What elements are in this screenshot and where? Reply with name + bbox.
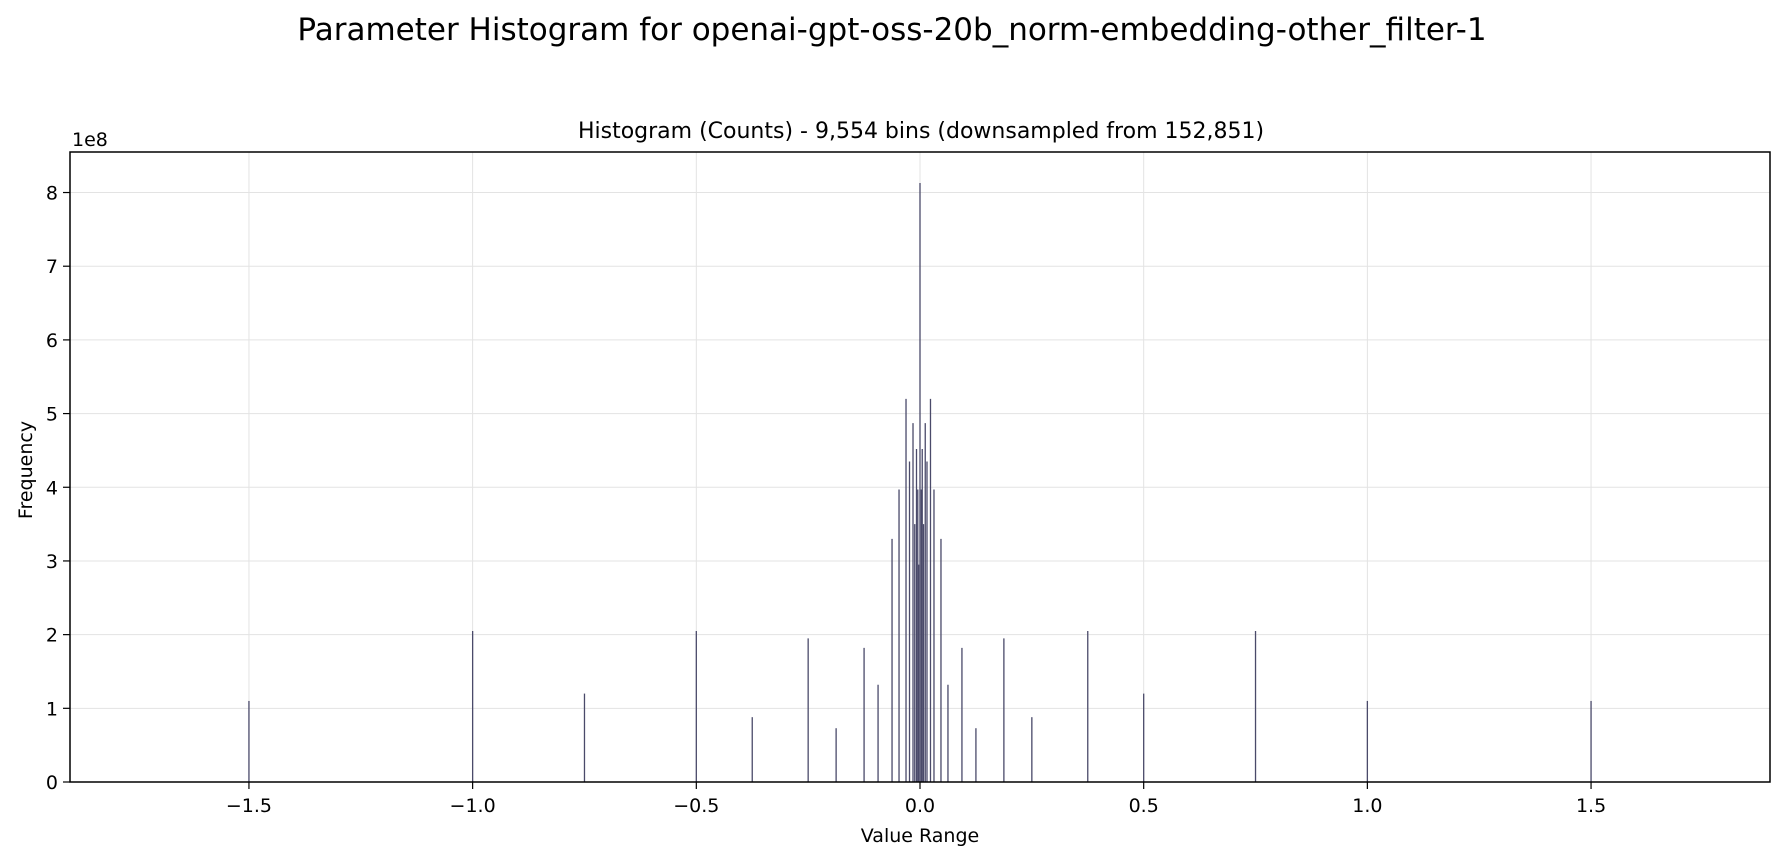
y-tick-label: 6	[46, 330, 58, 352]
y-tick-label: 7	[46, 256, 58, 278]
figure-suptitle: Parameter Histogram for openai-gpt-oss-2…	[297, 12, 1486, 48]
x-tick-label: 0.0	[905, 795, 935, 817]
chart-title: Histogram (Counts) - 9,554 bins (downsam…	[578, 119, 1264, 144]
histogram-bars	[248, 182, 1592, 782]
y-axis-ticks: 0 1 2 3 4 5 6 7 8	[46, 183, 70, 794]
y-tick-label: 3	[46, 551, 58, 573]
x-axis-ticks: −1.5 −1.0 −0.5 0.0 0.5 1.0 1.5	[226, 782, 1606, 817]
x-tick-label: −1.0	[450, 795, 496, 817]
y-axis-label: Frequency	[15, 421, 37, 519]
y-offset-label: 1e8	[72, 129, 108, 151]
x-tick-label: 1.5	[1576, 795, 1606, 817]
y-tick-label: 1	[46, 698, 58, 720]
y-tick-label: 4	[46, 477, 58, 499]
y-tick-label: 8	[46, 183, 58, 205]
x-tick-label: −0.5	[673, 795, 719, 817]
x-axis-label: Value Range	[861, 825, 979, 847]
x-tick-label: 0.5	[1129, 795, 1159, 817]
y-tick-label: 0	[46, 772, 58, 794]
y-tick-label: 2	[46, 625, 58, 647]
y-tick-label: 5	[46, 404, 58, 426]
x-tick-label: 1.0	[1352, 795, 1382, 817]
x-tick-label: −1.5	[226, 795, 272, 817]
